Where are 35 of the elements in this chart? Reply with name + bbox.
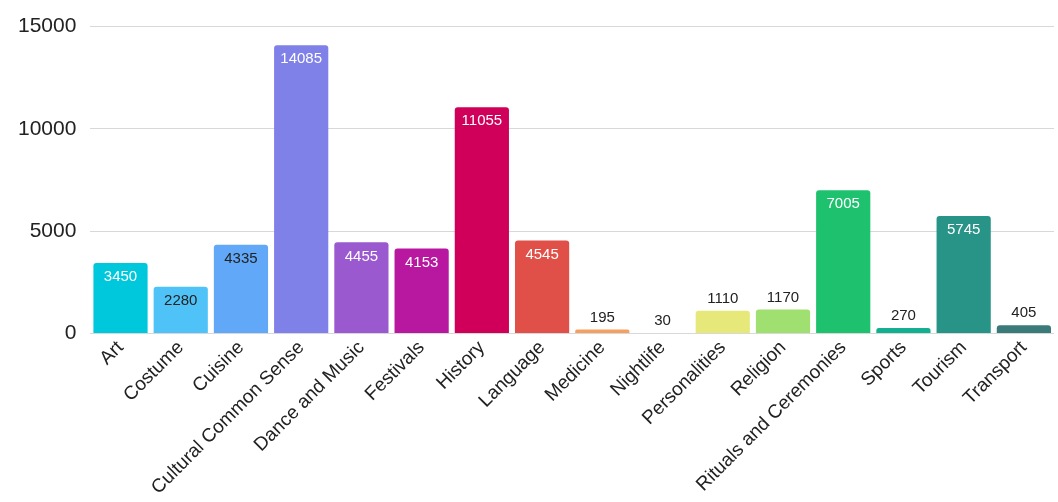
bar [755, 309, 811, 334]
bar [334, 242, 389, 334]
x-tick-label: Art [95, 335, 128, 369]
data-label: 4455 [344, 246, 379, 264]
bar [274, 45, 329, 334]
data-label: 14085 [280, 49, 323, 67]
y-tick-label: 15000 [17, 13, 77, 37]
bar [153, 286, 208, 334]
y-tick-label: 5000 [29, 218, 77, 242]
y-tick-label: 10000 [17, 115, 77, 139]
data-label: 1170 [766, 287, 800, 305]
y-tick-label: 0 [64, 320, 77, 344]
data-label: 270 [890, 306, 916, 324]
bar [213, 244, 269, 334]
data-label: 3450 [103, 267, 138, 285]
data-label: 405 [1011, 303, 1037, 321]
bar [93, 262, 148, 334]
data-label: 1110 [707, 288, 739, 306]
bar [514, 240, 570, 334]
data-label: 2280 [164, 291, 198, 309]
data-label: 11055 [461, 111, 503, 129]
bar [454, 107, 509, 334]
bar [876, 328, 931, 334]
data-label: 7005 [826, 194, 860, 212]
bar [394, 248, 449, 334]
data-label: 4545 [525, 244, 559, 262]
bar [695, 310, 750, 334]
bar [996, 325, 1051, 334]
data-label: 4335 [224, 248, 258, 266]
data-label: 30 [654, 311, 671, 329]
data-label: 5745 [946, 220, 981, 238]
data-label: 195 [589, 307, 615, 325]
bar [936, 215, 991, 334]
data-label: 4153 [404, 252, 439, 270]
bar [816, 190, 871, 334]
